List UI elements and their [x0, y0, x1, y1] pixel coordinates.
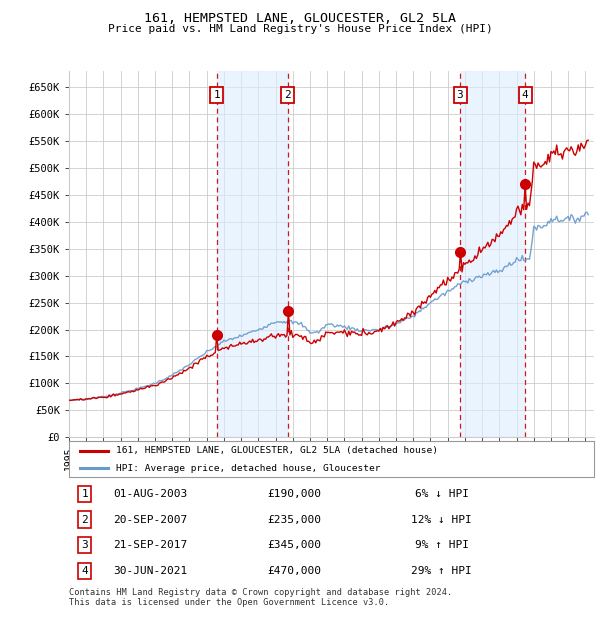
Text: 1: 1: [82, 489, 88, 499]
Text: 161, HEMPSTED LANE, GLOUCESTER, GL2 5LA: 161, HEMPSTED LANE, GLOUCESTER, GL2 5LA: [144, 12, 456, 25]
Text: 6% ↓ HPI: 6% ↓ HPI: [415, 489, 469, 499]
Text: Contains HM Land Registry data © Crown copyright and database right 2024.
This d: Contains HM Land Registry data © Crown c…: [69, 588, 452, 607]
Text: 3: 3: [82, 540, 88, 550]
Text: 161, HEMPSTED LANE, GLOUCESTER, GL2 5LA (detached house): 161, HEMPSTED LANE, GLOUCESTER, GL2 5LA …: [116, 446, 438, 455]
Text: 2: 2: [284, 90, 292, 100]
Text: 4: 4: [82, 565, 88, 576]
Text: 01-AUG-2003: 01-AUG-2003: [113, 489, 187, 499]
Bar: [460, 71, 525, 437]
Text: 2: 2: [82, 515, 88, 525]
Text: £345,000: £345,000: [268, 540, 322, 550]
Text: 12% ↓ HPI: 12% ↓ HPI: [412, 515, 472, 525]
Text: 21-SEP-2017: 21-SEP-2017: [113, 540, 187, 550]
Text: £190,000: £190,000: [268, 489, 322, 499]
Text: Price paid vs. HM Land Registry's House Price Index (HPI): Price paid vs. HM Land Registry's House …: [107, 24, 493, 33]
Text: 20-SEP-2007: 20-SEP-2007: [113, 515, 187, 525]
Text: 29% ↑ HPI: 29% ↑ HPI: [412, 565, 472, 576]
Text: 4: 4: [522, 90, 529, 100]
Text: HPI: Average price, detached house, Gloucester: HPI: Average price, detached house, Glou…: [116, 464, 381, 472]
Text: 30-JUN-2021: 30-JUN-2021: [113, 565, 187, 576]
Text: £470,000: £470,000: [268, 565, 322, 576]
Text: 3: 3: [457, 90, 463, 100]
Bar: [217, 71, 288, 437]
Text: £235,000: £235,000: [268, 515, 322, 525]
Text: 1: 1: [214, 90, 220, 100]
Text: 9% ↑ HPI: 9% ↑ HPI: [415, 540, 469, 550]
